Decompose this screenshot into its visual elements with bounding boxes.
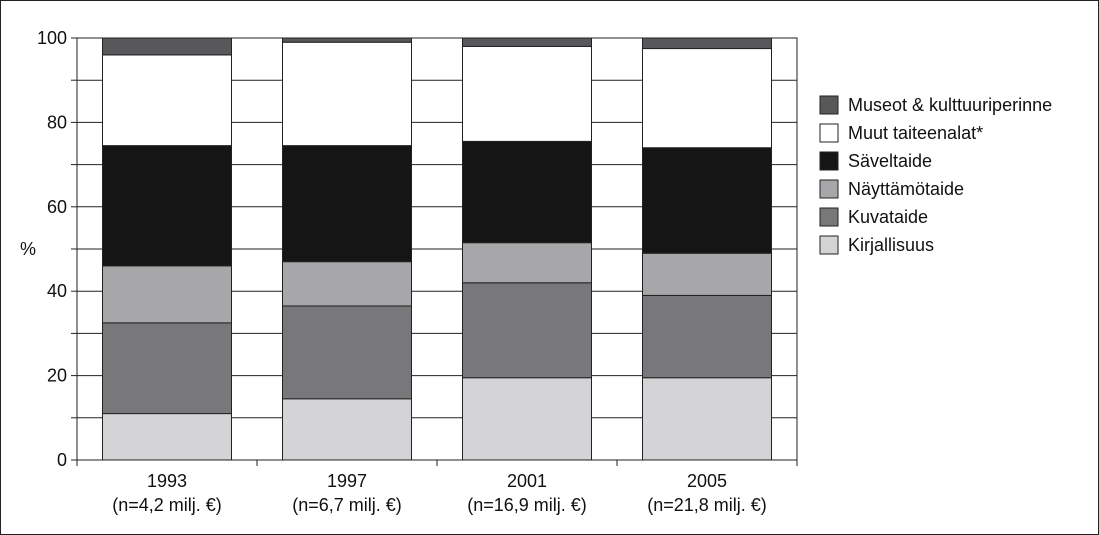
- x-category-label: 1993: [147, 471, 187, 491]
- bar-segment: [642, 48, 772, 149]
- legend: Museot & kulttuuriperinne Muut taiteenala…: [819, 95, 1052, 255]
- axes: 0 20 40 60 80 100 1993 (n=4,2 milj. €) 1997 (n=6,…: [37, 28, 798, 515]
- bar-segment: [282, 37, 412, 43]
- bar-segment: [462, 45, 592, 142]
- bar-segment: [102, 145, 232, 267]
- x-category-sublabel: (n=21,8 milj. €): [647, 495, 767, 515]
- bar-segment: [462, 242, 592, 284]
- x-category-label: 2001: [507, 471, 547, 491]
- bar-segment: [642, 37, 772, 50]
- bar-segment: [282, 398, 412, 461]
- x-category-label: 1997: [327, 471, 367, 491]
- legend-label: Kuvataide: [848, 207, 928, 227]
- legend-swatch: [819, 151, 839, 171]
- bar-segment: [642, 377, 772, 461]
- bar-segment: [282, 305, 412, 400]
- legend-swatch: [819, 235, 839, 255]
- bar-segment: [642, 294, 772, 379]
- legend-swatch: [819, 207, 839, 227]
- bar-segment: [102, 54, 232, 147]
- y-tick-label: 80: [47, 112, 67, 132]
- bar-segment: [462, 140, 592, 244]
- legend-label: Näyttämötaide: [848, 179, 964, 199]
- legend-label: Museot & kulttuuriperinne: [848, 95, 1052, 115]
- legend-label: Säveltaide: [848, 151, 932, 171]
- y-tick-label: 40: [47, 281, 67, 301]
- bar-segment: [642, 147, 772, 254]
- bar-segment: [102, 265, 232, 324]
- legend-swatch: [819, 95, 839, 115]
- bar-segment: [462, 377, 592, 461]
- y-tick-label: 60: [47, 197, 67, 217]
- legend-label: Muut taiteenalat*: [848, 123, 983, 143]
- legend-label: Kirjallisuus: [848, 235, 934, 255]
- bar-segment: [102, 413, 232, 461]
- x-category-label: 2005: [687, 471, 727, 491]
- bars: [102, 37, 772, 461]
- bar-segment: [462, 37, 592, 47]
- bar-segment: [102, 322, 232, 415]
- x-category-sublabel: (n=16,9 milj. €): [467, 495, 587, 515]
- x-category-sublabel: (n=6,7 milj. €): [292, 495, 402, 515]
- legend-swatch: [819, 123, 839, 143]
- bar-segment: [282, 145, 412, 263]
- bar-segment: [282, 261, 412, 307]
- bar-segment: [642, 252, 772, 296]
- y-axis-label: %: [20, 239, 36, 259]
- y-tick-label: 100: [37, 28, 67, 48]
- bar-segment: [462, 282, 592, 379]
- x-category-sublabel: (n=4,2 milj. €): [112, 495, 222, 515]
- y-tick-label: 0: [57, 450, 67, 470]
- legend-swatch: [819, 179, 839, 199]
- bar-segment: [282, 41, 412, 147]
- bar-segment: [102, 37, 232, 56]
- y-tick-label: 20: [47, 366, 67, 386]
